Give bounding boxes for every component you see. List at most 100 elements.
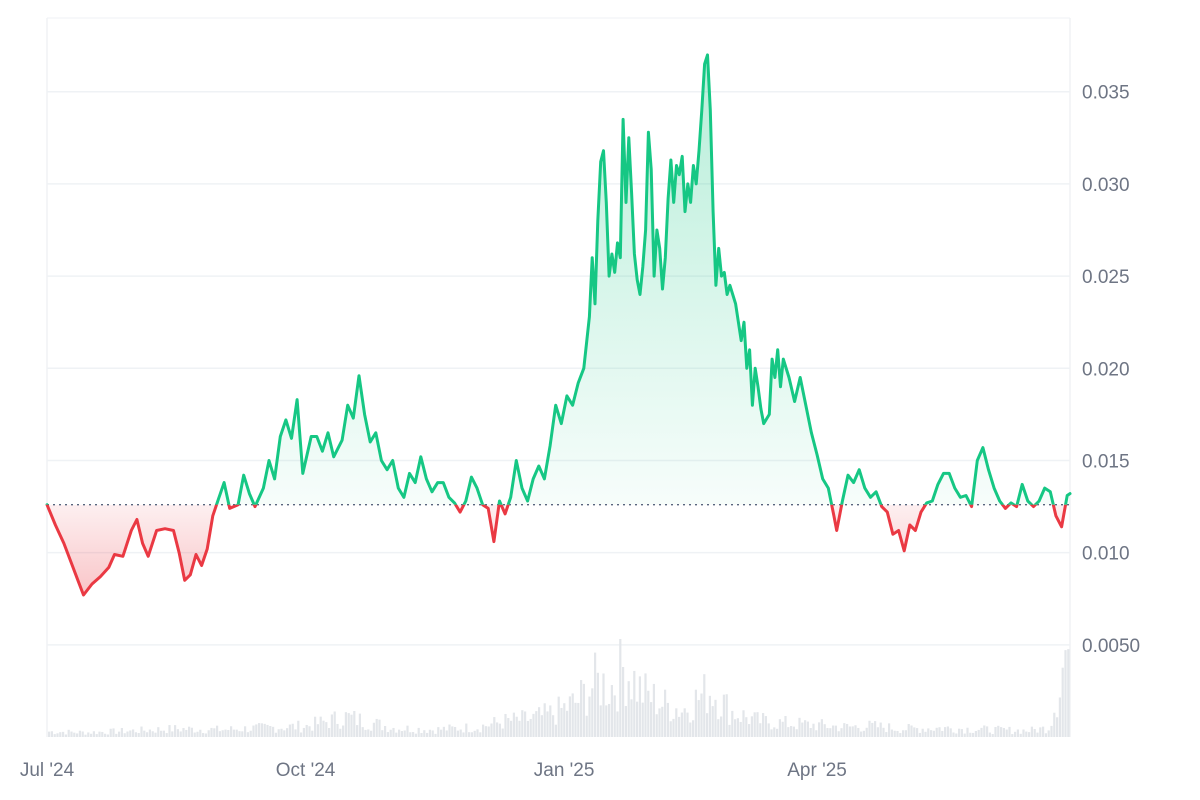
volume-bar (823, 724, 826, 737)
volume-bar (1008, 726, 1011, 737)
volume-bar (468, 732, 471, 737)
volume-bar (291, 723, 294, 737)
volume-bar (532, 713, 535, 737)
volume-bar (795, 729, 798, 737)
volume-bar (361, 727, 364, 737)
volume-bar (420, 732, 423, 737)
y-tick-label: 0.010 (1082, 544, 1130, 565)
volume-bar (454, 726, 457, 737)
volume-bar (87, 732, 90, 737)
volume-bar (53, 734, 56, 737)
volume-bar (538, 707, 541, 737)
volume-bar (165, 733, 168, 737)
volume-bar (182, 728, 185, 737)
volume-bar (330, 714, 333, 737)
volume-bar (389, 729, 392, 737)
volume-bar (50, 731, 53, 737)
volume-bar (176, 729, 179, 737)
volume-bar (770, 729, 773, 737)
volume-bar (328, 728, 331, 737)
volume-bar (470, 732, 473, 737)
volume-bar (692, 720, 695, 737)
volume-bar (507, 718, 510, 737)
volume-bar (899, 733, 902, 737)
volume-bar (588, 696, 591, 737)
volume-bar (885, 732, 888, 737)
volume-bar (1064, 650, 1067, 737)
volume-bar (76, 733, 79, 737)
volume-bar (232, 729, 235, 737)
volume-bar (185, 729, 188, 737)
volume-bar (756, 712, 759, 737)
volume-bar (949, 728, 952, 737)
volume-bar (512, 712, 515, 737)
volume-bar (596, 672, 599, 737)
volume-bar (787, 727, 790, 737)
volume-bar (644, 673, 647, 737)
volume-bar (529, 718, 532, 737)
volume-bar (437, 727, 440, 737)
volume-bar (48, 731, 51, 737)
volume-bar (781, 721, 784, 737)
volume-bar (440, 729, 443, 737)
volume-bar (325, 722, 328, 737)
volume-bar (482, 724, 485, 737)
volume-bar (762, 713, 765, 737)
volume-bar (851, 726, 854, 737)
volume-bar (1019, 733, 1022, 737)
volume-bar (988, 732, 991, 737)
volume-bar (162, 730, 165, 737)
volume-bar (602, 673, 605, 737)
volume-bar (288, 724, 291, 737)
volume-bar (1039, 727, 1042, 737)
volume-bar (694, 689, 697, 737)
volume-bar (263, 723, 266, 737)
volume-bar (428, 729, 431, 737)
volume-bar (515, 716, 518, 737)
x-tick-label: Jul '24 (20, 760, 75, 781)
volume-bar (196, 731, 199, 737)
volume-bar (927, 728, 930, 737)
volume-bar (801, 722, 804, 737)
volume-bar (717, 719, 720, 737)
volume-bar (706, 713, 709, 737)
volume-bar (244, 726, 247, 737)
volume-bar (148, 729, 151, 737)
volume-bar (790, 726, 793, 737)
volume-bar (778, 719, 781, 737)
volume-bar (930, 730, 933, 737)
volume-bar (974, 730, 977, 737)
volume-bar (1016, 729, 1019, 737)
volume-bar (554, 724, 557, 737)
volume-bar (473, 730, 476, 737)
volume-bar (431, 730, 434, 737)
area-fill-below-baseline (47, 504, 1066, 595)
volume-bar (353, 711, 356, 737)
volume-bar (860, 731, 863, 737)
volume-bar (574, 702, 577, 737)
volume-bar (400, 731, 403, 737)
volume-bar (686, 712, 689, 737)
volume-bar (689, 722, 692, 737)
volume-bar (1056, 717, 1059, 737)
volume-bar (591, 688, 594, 737)
volume-bar (560, 707, 563, 737)
volume-bar (566, 710, 569, 737)
volume-bar (916, 728, 919, 737)
volume-bar (680, 712, 683, 737)
volume-bar (647, 690, 650, 737)
volume-bar (246, 732, 249, 737)
volume-bar (403, 730, 406, 737)
volume-bar (134, 732, 137, 737)
volume-bar (188, 726, 191, 737)
volume-bar (216, 725, 219, 737)
volume-bar (322, 720, 325, 737)
volume-bar (798, 717, 801, 737)
volume-bar (73, 732, 76, 737)
volume-bar (812, 723, 815, 737)
volume-bar (221, 730, 224, 737)
y-tick-label: 0.015 (1082, 451, 1130, 472)
volume-bar (1050, 725, 1053, 737)
